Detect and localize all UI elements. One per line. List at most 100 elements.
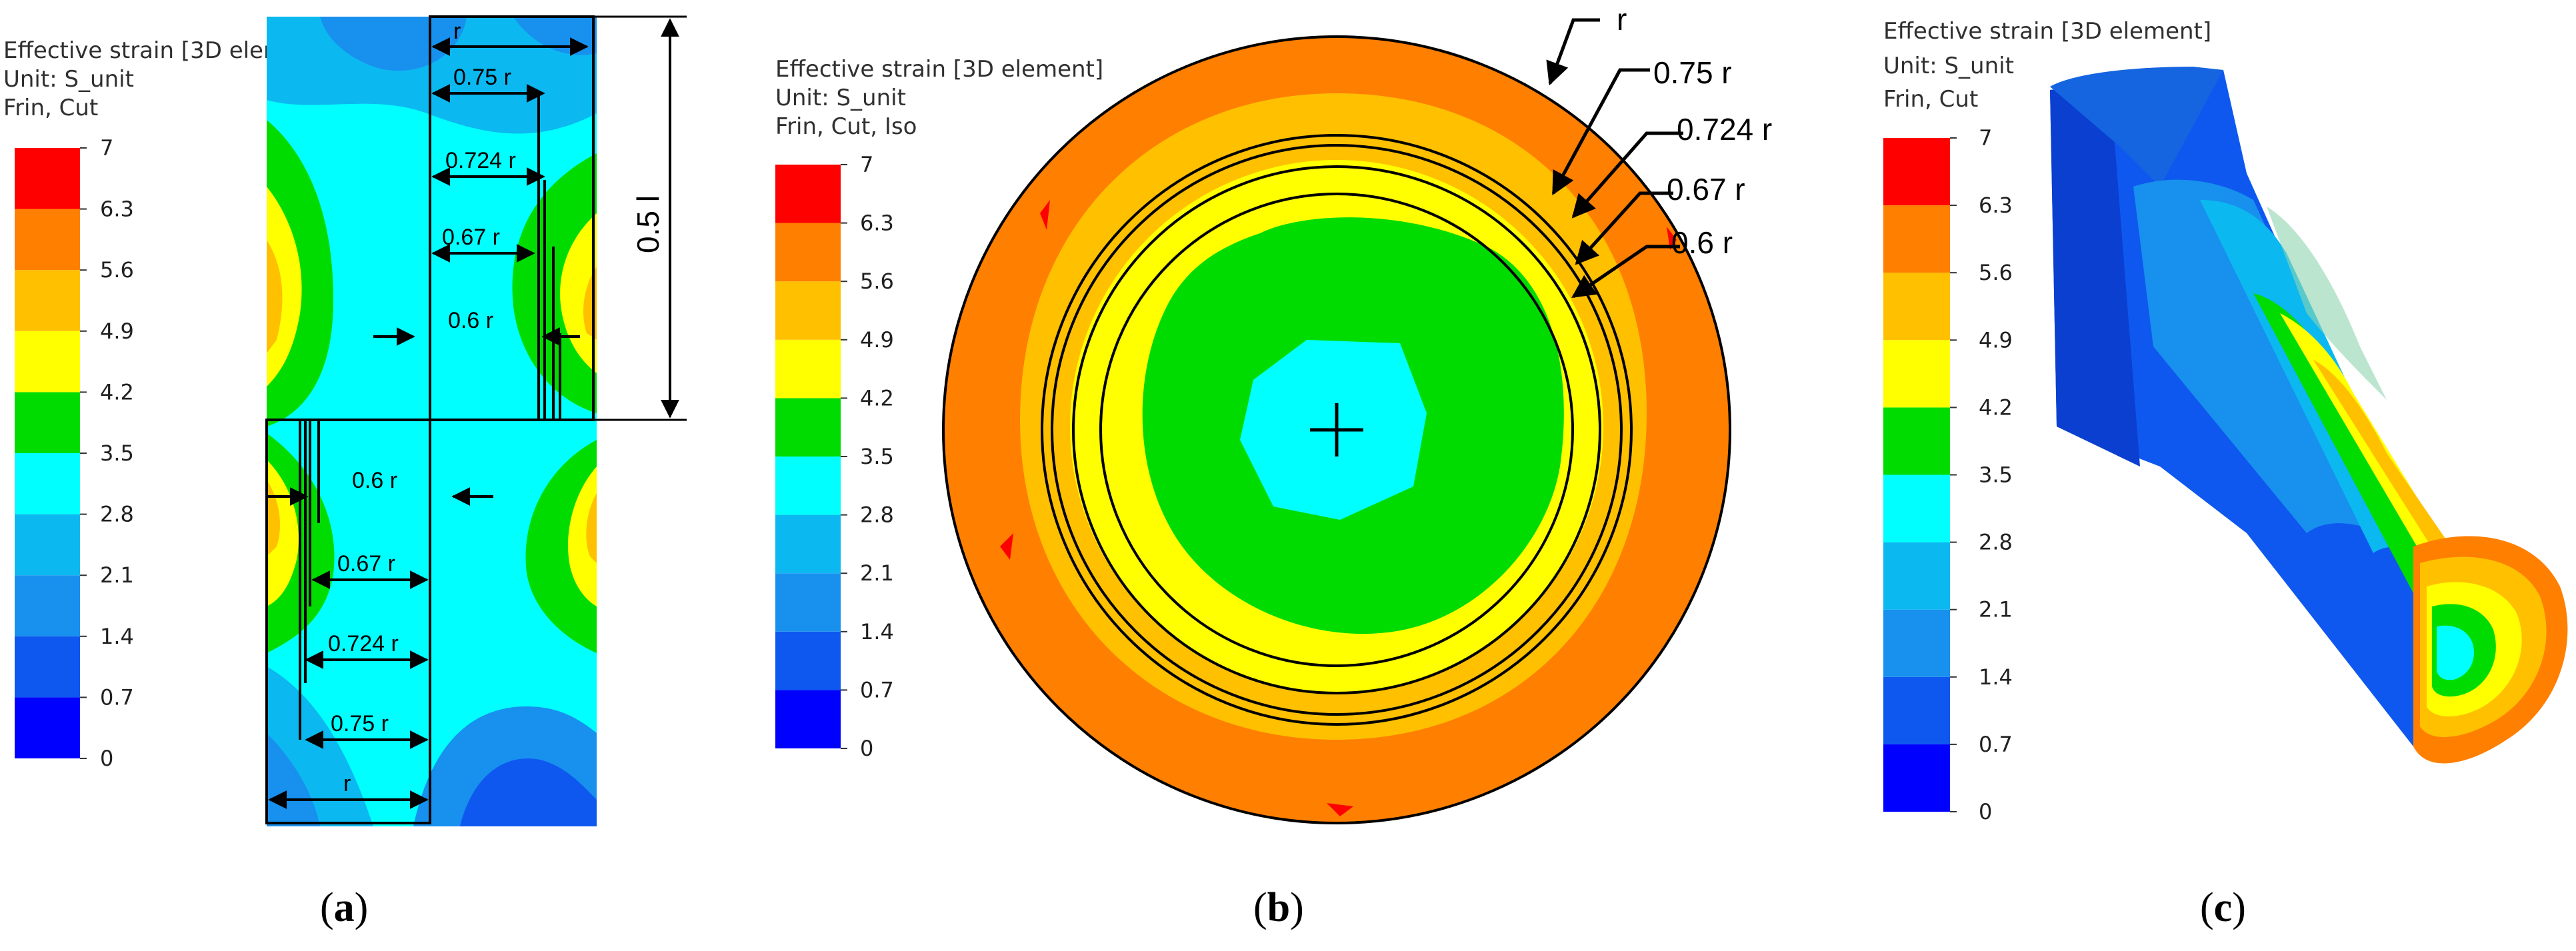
colorbar-tick-label: 3.5 — [1979, 463, 2013, 488]
colorbar-segment — [15, 270, 80, 331]
ring-075r — [1041, 134, 1633, 726]
upper-section-outline — [429, 15, 595, 421]
colorbar-segment — [775, 398, 841, 457]
colorbar-segment — [775, 514, 841, 574]
legend-c-colorbar — [1883, 138, 1950, 812]
label-top-067r: 0.67 r — [442, 225, 500, 250]
colorbar-tick-label: 6.3 — [100, 197, 134, 222]
legend-c-title: Effective strain [3D element] — [1883, 18, 2211, 45]
colorbar-tick-label: 4.9 — [100, 319, 134, 344]
colorbar-tick-label: 0.7 — [100, 684, 134, 710]
colorbar-segment — [775, 457, 841, 515]
lower-section-outline — [265, 419, 431, 824]
colorbar-segment — [1883, 273, 1950, 341]
colorbar-tick-label: 3.5 — [100, 441, 134, 466]
colorbar-segment — [1883, 138, 1950, 206]
colorbar-tick-label: 2.8 — [860, 502, 894, 528]
colorbar-segment — [1883, 407, 1950, 475]
colorbar-segment — [15, 453, 80, 514]
colorbar-segment — [775, 339, 841, 399]
colorbar-tick-label: 7 — [1979, 125, 1992, 151]
colorbar-tick-label: 5.6 — [1979, 260, 2013, 285]
colorbar-tick-label: 0 — [860, 736, 873, 761]
half-cylinder-model — [2050, 67, 2568, 764]
legend-b-ticks: 7 6.3 5.6 4.9 4.2 3.5 2.8 2.1 1.4 0.7 0 — [841, 152, 894, 761]
label-b-0724r: 0.724 r — [1677, 112, 1772, 147]
panel-a: Effective strain [3D element] Unit: S_un… — [3, 15, 687, 826]
legend-a: Effective strain [3D element] Unit: S_un… — [3, 37, 331, 771]
label-top-075r: 0.75 r — [453, 65, 511, 90]
colorbar-tick-label: 4.9 — [1979, 327, 2013, 353]
end-face — [2413, 536, 2568, 764]
label-b-06r: 0.6 r — [1671, 225, 1733, 260]
label-bottom-r: r — [343, 771, 351, 796]
legend-c-mode: Frin, Cut — [1883, 86, 1978, 113]
label-bottom-0724r: 0.724 r — [328, 631, 399, 656]
colorbar-segment — [15, 697, 80, 758]
caption-b: (b) — [1253, 885, 1304, 930]
colorbar-tick-label: 6.3 — [1979, 193, 2013, 218]
label-top-r: r — [453, 19, 461, 44]
legend-b-title: Effective strain [3D element] — [775, 56, 1103, 83]
panel-a-contour-map — [267, 17, 597, 826]
colorbar-tick-label: 7 — [100, 135, 113, 161]
colorbar-segment — [775, 690, 841, 748]
label-bottom-06r: 0.6 r — [352, 468, 397, 493]
colorbar-tick-label: 1.4 — [1979, 664, 2013, 690]
legend-c-ticks: 7 6.3 5.6 4.9 4.2 3.5 2.8 2.1 1.4 0.7 0 — [1950, 125, 2013, 824]
label-b-r: r — [1617, 2, 1627, 37]
colorbar-tick-label: 4.2 — [1979, 395, 2013, 420]
colorbar-segment — [15, 636, 80, 698]
colorbar-segment — [15, 209, 80, 271]
colorbar-segment — [1883, 744, 1950, 812]
legend-c: Effective strain [3D element] Unit: S_un… — [1883, 18, 2211, 824]
colorbar-segment — [775, 223, 841, 282]
label-b-075r: 0.75 r — [1653, 55, 1732, 90]
colorbar-segment — [15, 392, 80, 453]
colorbar-tick-label: 1.4 — [860, 619, 894, 644]
colorbar-tick-label: 5.6 — [100, 257, 134, 283]
colorbar-segment — [15, 331, 80, 393]
ring-067r — [1072, 165, 1601, 694]
panel-b-leader-arrows — [1546, 18, 1683, 299]
colorbar-tick-label: 2.1 — [1979, 597, 2013, 622]
colorbar-tick-label: 4.2 — [860, 385, 894, 411]
colorbar-tick-label: 4.2 — [100, 379, 134, 405]
colorbar-segment — [775, 573, 841, 632]
colorbar-tick-label: 2.1 — [100, 562, 134, 588]
legend-c-unit: Unit: S_unit — [1883, 53, 2014, 79]
panel-a-dimension-lines — [265, 15, 687, 824]
legend-b-colorbar — [775, 165, 841, 748]
ring-r — [942, 35, 1731, 824]
legend-a-colorbar — [15, 148, 80, 758]
colorbar-segment — [15, 575, 80, 636]
colorbar-tick-label: 6.3 — [860, 211, 894, 236]
colorbar-segment — [1883, 205, 1950, 273]
colorbar-segment — [775, 281, 841, 340]
colorbar-segment — [775, 165, 841, 223]
label-top-06r: 0.6 r — [448, 308, 493, 333]
colorbar-segment — [1883, 542, 1950, 610]
colorbar-tick-label: 0 — [100, 746, 113, 771]
colorbar-tick-label: 4.9 — [860, 327, 894, 353]
colorbar-tick-label: 0.7 — [1979, 732, 2013, 757]
colorbar-tick-label: 1.4 — [100, 624, 134, 649]
legend-a-mode: Frin, Cut — [3, 95, 98, 121]
colorbar-tick-label: 3.5 — [860, 444, 894, 469]
colorbar-segment — [775, 631, 841, 690]
panel-b: Effective strain [3D element] Unit: S_un… — [775, 2, 1772, 824]
panel-b-radius-rings — [942, 35, 1731, 824]
legend-b: Effective strain [3D element] Unit: S_un… — [775, 56, 1103, 761]
colorbar-segment — [1883, 475, 1950, 542]
ring-0724r — [1051, 144, 1623, 716]
colorbar-segment — [1883, 676, 1950, 744]
colorbar-segment — [15, 514, 80, 576]
colorbar-tick-label: 2.8 — [1979, 530, 2013, 555]
legend-b-mode: Frin, Cut, Iso — [775, 113, 917, 140]
legend-b-unit: Unit: S_unit — [775, 85, 906, 111]
colorbar-segment — [1883, 340, 1950, 408]
colorbar-segment — [15, 148, 80, 209]
colorbar-segment — [1883, 609, 1950, 677]
label-bottom-067r: 0.67 r — [337, 551, 395, 576]
